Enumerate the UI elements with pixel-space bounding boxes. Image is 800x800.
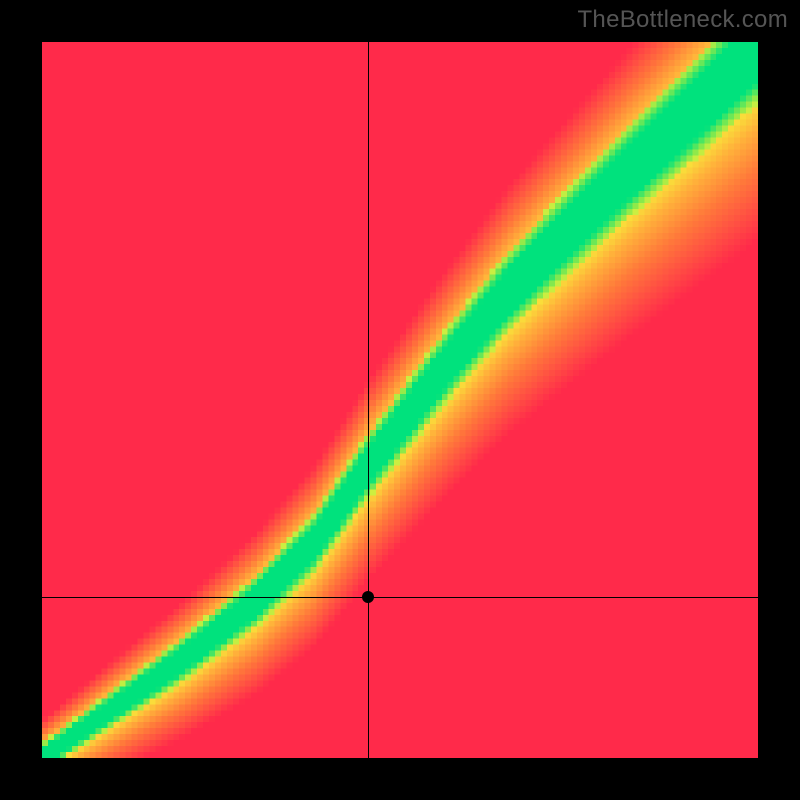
crosshair-horizontal	[42, 597, 758, 598]
watermark-text: TheBottleneck.com	[577, 6, 788, 34]
crosshair-vertical	[368, 42, 369, 758]
crosshair-marker	[362, 591, 374, 603]
heatmap-canvas	[42, 42, 758, 758]
chart-container: TheBottleneck.com	[0, 0, 800, 800]
plot-area	[42, 42, 758, 758]
